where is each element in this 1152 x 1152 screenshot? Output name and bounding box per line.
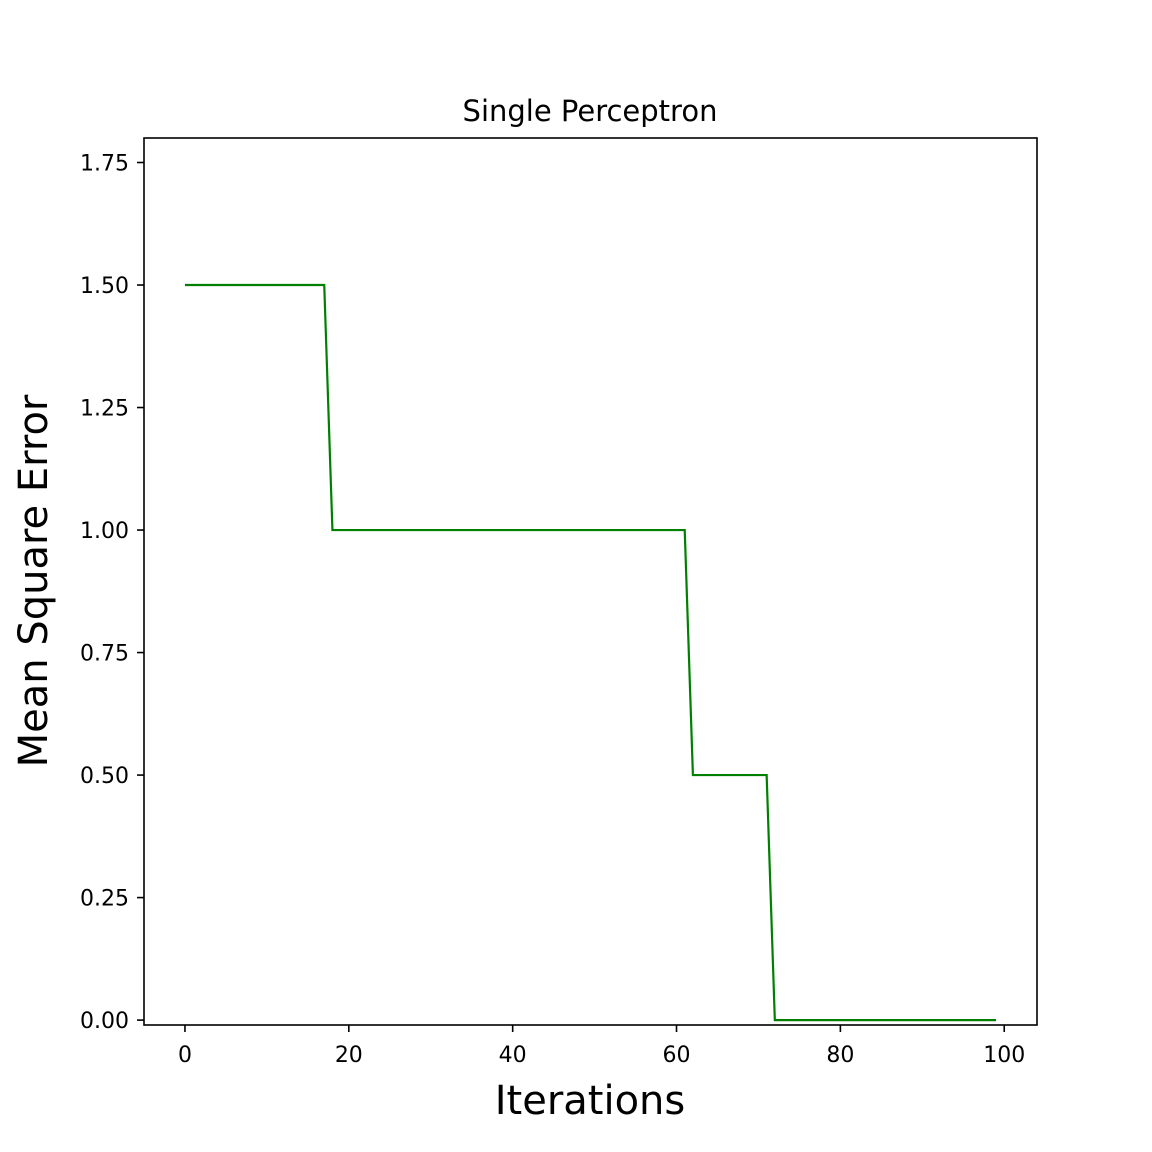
- x-tick-label: 80: [826, 1043, 854, 1068]
- y-axis-title: Mean Square Error: [11, 394, 57, 767]
- series-layer: [184, 283, 997, 1022]
- y-tick-label: 1.25: [80, 397, 129, 422]
- y-tick-label: 0.00: [80, 1009, 129, 1034]
- x-tick-label: 60: [663, 1043, 691, 1068]
- chart-title: Single Perceptron: [463, 94, 718, 128]
- plot-area: [144, 138, 1037, 1025]
- y-tick-label: 0.75: [80, 642, 129, 667]
- plot-frame: [143, 137, 1038, 1026]
- y-axis: 0.00 0.25 0.50 0.75 1.00 1.25 1.50 1.75: [80, 152, 144, 1034]
- y-tick-label: 1.75: [80, 152, 129, 177]
- x-axis: 0 20 40 60 80 100: [178, 1025, 1025, 1068]
- x-tick-label: 40: [499, 1043, 527, 1068]
- y-tick-label: 0.50: [80, 764, 129, 789]
- x-tick-label: 0: [178, 1043, 192, 1068]
- series-line-0: [184, 283, 997, 1022]
- y-tick-label: 1.00: [80, 519, 129, 544]
- y-tick-label: 0.25: [80, 887, 129, 912]
- x-tick-label: 20: [335, 1043, 363, 1068]
- y-tick-label: 1.50: [80, 274, 129, 299]
- x-axis-title: Iterations: [495, 1078, 686, 1124]
- x-tick-label: 100: [983, 1043, 1025, 1068]
